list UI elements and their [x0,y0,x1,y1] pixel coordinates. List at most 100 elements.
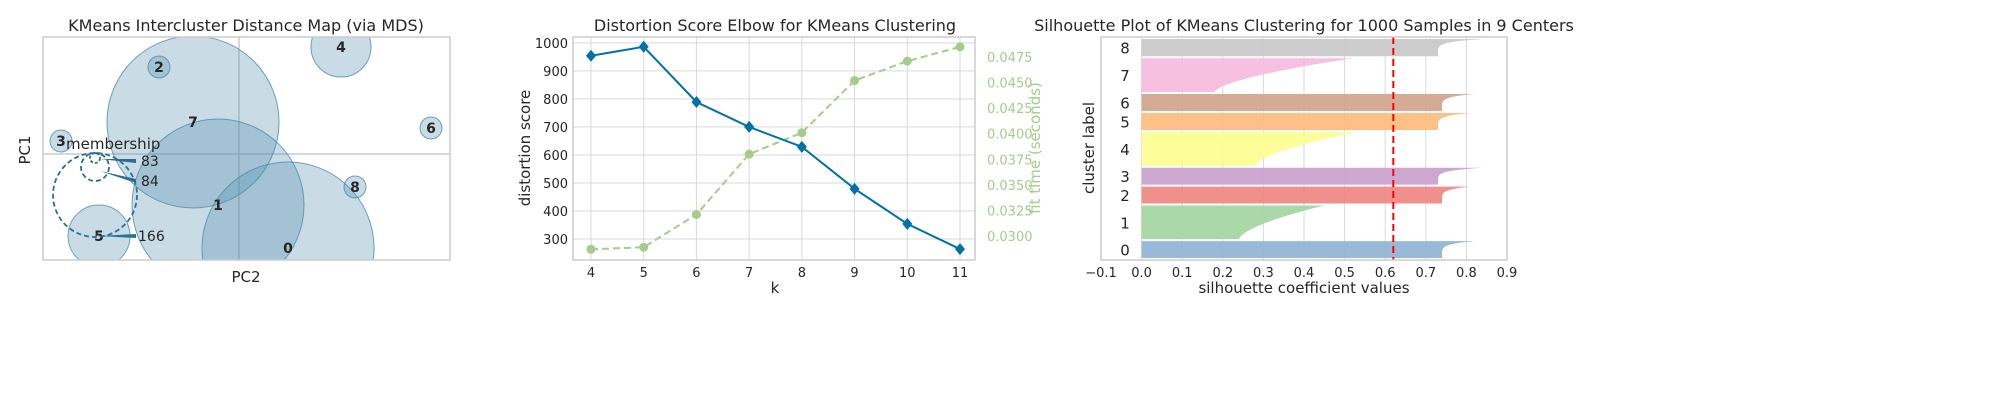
legend-circle-large [52,152,138,238]
cluster-tick-8: 8 [1120,40,1130,58]
distortion-point [744,120,755,133]
cluster-label-7: 7 [188,115,198,131]
cluster-tick-2: 2 [1120,187,1130,205]
map-frame [42,36,451,261]
elbow-ytick: 1000 [535,37,568,52]
elbow-ylabel: distortion score [516,90,534,207]
fit-time-point [691,210,701,220]
elbow-ytick: 900 [543,65,568,80]
cluster-label-3: 3 [56,134,66,150]
elbow-ytick: 600 [543,149,568,164]
silhouette-xtick: 0.9 [1497,266,1518,281]
cluster-circle-6 [419,116,443,140]
elbow-xlabel: k [771,279,780,297]
legend-title: membership [66,135,160,153]
elbow-y2tick: 0.0350 [987,179,1033,194]
silhouette-xlabel: silhouette coefficient values [1198,279,1409,297]
elbow-xtick: 7 [745,266,753,281]
cluster-label-1: 1 [213,198,223,214]
silhouette-xtick: 0.7 [1415,266,1436,281]
cluster-tick-0: 0 [1120,242,1130,260]
cluster-tick-5: 5 [1120,114,1130,132]
cluster-circles [49,37,443,260]
silhouette-xtick: −0.1 [1085,266,1117,281]
distortion-point [691,95,702,108]
cluster-label-8: 8 [350,180,360,196]
legend-pointer-166 [99,234,136,238]
cluster-label-6: 6 [426,121,436,137]
fit-time-line [590,45,961,251]
legend-circle-small [89,152,101,164]
fit-time-point [955,42,965,52]
map-xlabel: PC2 [231,268,260,286]
map-ylabel: PC1 [16,135,34,164]
distortion-point [849,182,860,195]
elbow-xtick: 5 [640,266,648,281]
cluster-label-0: 0 [283,241,293,257]
intercluster-distance-map: KMeans Intercluster Distance Map (via MD… [16,16,451,286]
elbow-y2tick: 0.0425 [987,102,1033,117]
elbow-xtick: 10 [899,266,916,281]
silhouette-plot: Silhouette Plot of KMeans Clustering for… [1034,16,1574,297]
elbow-chart: Distortion Score Elbow for KMeans Cluste… [516,16,1044,297]
silhouette-band-8 [1141,39,1483,57]
silhouette-band-2 [1141,186,1471,204]
silhouette-band-5 [1141,113,1471,131]
silhouette-frame [1100,36,1508,261]
cluster-circle-3 [49,129,73,153]
distortion-line [590,45,961,250]
elbow-y2tick: 0.0325 [987,204,1033,219]
silhouette-band-6 [1141,93,1475,111]
distortion-point [638,40,649,53]
cluster-label-4: 4 [336,40,346,56]
fit-time-point [902,56,912,66]
distortion-point [586,49,596,62]
cluster-circle-8 [343,175,367,199]
silhouette-band-0 [1141,241,1475,258]
cluster-tick-4: 4 [1120,141,1130,159]
cluster-label-2: 2 [154,60,164,76]
elbow-y2label: fit time (seconds) [1026,82,1044,214]
fit-time-point [744,149,754,159]
elbow-frame [572,36,976,261]
cluster-circle-4 [310,37,372,78]
elbow-y2tick: 0.0450 [987,77,1033,92]
map-title: KMeans Intercluster Distance Map (via MD… [68,16,424,35]
elbow-ytick: 700 [543,121,568,136]
cluster-circle-0 [201,161,375,260]
elbow-y2tick: 0.0475 [987,51,1033,66]
cluster-circle-1 [131,118,305,260]
silhouette-band-7 [1141,58,1353,92]
elbow-ytick: 500 [543,177,568,192]
silhouette-xtick: 0.3 [1253,266,1274,281]
silhouette-xtick: 0.1 [1172,266,1193,281]
silhouette-xtick: 0.4 [1294,266,1315,281]
cluster-circle-7 [106,37,280,209]
legend-pointer-84 [100,171,136,183]
distortion-point [955,243,965,256]
elbow-y2tick: 0.0375 [987,153,1033,168]
cluster-circle-2 [147,55,171,79]
elbow-ytick: 300 [543,233,568,248]
silhouette-xtick: 0.6 [1375,266,1396,281]
elbow-ytick: 400 [543,205,568,220]
elbow-xtick: 4 [587,266,595,281]
legend-value-84: 84 [141,174,159,190]
cluster-tick-6: 6 [1120,94,1130,112]
elbow-xtick: 9 [850,266,858,281]
silhouette-ylabel: cluster label [1080,102,1098,194]
silhouette-band-4 [1141,132,1357,166]
elbow-xtick: 8 [798,266,806,281]
elbow-title: Distortion Score Elbow for KMeans Cluste… [594,16,956,35]
fit-time-point [639,242,649,252]
elbow-xtick: 6 [692,266,700,281]
silhouette-title: Silhouette Plot of KMeans Clustering for… [1034,16,1574,35]
cluster-label-5: 5 [94,229,104,245]
distortion-point [902,217,913,230]
fit-time-point [586,244,596,254]
silhouette-xtick: 0.0 [1131,266,1152,281]
fit-time-point [850,76,860,86]
silhouette-band-3 [1141,167,1483,185]
elbow-xtick: 11 [952,266,969,281]
